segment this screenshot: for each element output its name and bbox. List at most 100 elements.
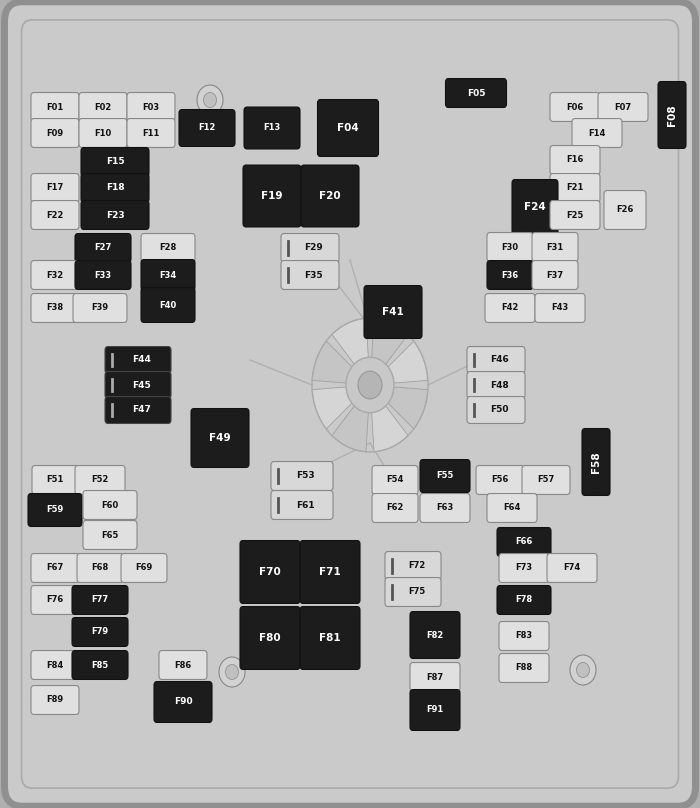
FancyBboxPatch shape [159, 650, 207, 680]
Text: F42: F42 [501, 304, 519, 313]
FancyBboxPatch shape [318, 99, 379, 157]
Text: F05: F05 [467, 89, 485, 98]
FancyBboxPatch shape [127, 119, 175, 148]
Text: F64: F64 [503, 503, 521, 512]
FancyBboxPatch shape [598, 93, 648, 121]
Wedge shape [332, 406, 368, 452]
FancyBboxPatch shape [243, 165, 301, 227]
Text: F35: F35 [304, 271, 323, 280]
Text: F74: F74 [564, 563, 580, 573]
Text: F57: F57 [538, 475, 554, 485]
FancyBboxPatch shape [487, 494, 537, 523]
Text: F75: F75 [408, 587, 425, 596]
Text: F41: F41 [382, 307, 404, 317]
FancyBboxPatch shape [385, 552, 441, 580]
FancyBboxPatch shape [75, 465, 125, 494]
Text: F53: F53 [296, 472, 315, 481]
Text: F47: F47 [132, 406, 151, 415]
Text: F16: F16 [566, 155, 584, 165]
FancyBboxPatch shape [550, 174, 600, 203]
Circle shape [570, 655, 596, 685]
FancyBboxPatch shape [77, 553, 123, 583]
FancyBboxPatch shape [73, 293, 127, 322]
Text: F85: F85 [92, 660, 108, 670]
Text: F66: F66 [515, 537, 533, 546]
FancyBboxPatch shape [485, 293, 535, 322]
Circle shape [358, 371, 382, 399]
FancyBboxPatch shape [582, 428, 610, 495]
FancyBboxPatch shape [75, 234, 131, 263]
FancyBboxPatch shape [281, 260, 339, 289]
FancyBboxPatch shape [497, 586, 551, 614]
Text: F06: F06 [566, 103, 584, 112]
FancyBboxPatch shape [31, 93, 79, 121]
Text: F18: F18 [106, 183, 125, 192]
FancyBboxPatch shape [72, 617, 128, 646]
FancyBboxPatch shape [487, 233, 533, 262]
Text: F70: F70 [259, 567, 281, 577]
Text: F71: F71 [319, 567, 341, 577]
FancyBboxPatch shape [420, 460, 470, 492]
FancyBboxPatch shape [522, 465, 570, 494]
FancyBboxPatch shape [550, 145, 600, 175]
FancyBboxPatch shape [487, 260, 533, 289]
Text: F61: F61 [296, 500, 315, 510]
FancyBboxPatch shape [445, 78, 507, 107]
FancyBboxPatch shape [28, 494, 82, 527]
FancyBboxPatch shape [281, 234, 339, 263]
FancyBboxPatch shape [83, 490, 137, 520]
Text: F78: F78 [515, 595, 533, 604]
Text: F63: F63 [436, 503, 454, 512]
FancyBboxPatch shape [300, 607, 360, 670]
Text: F76: F76 [46, 595, 64, 604]
Text: F88: F88 [515, 663, 533, 672]
FancyBboxPatch shape [31, 260, 79, 289]
FancyBboxPatch shape [141, 259, 195, 290]
Text: F10: F10 [94, 128, 111, 137]
FancyBboxPatch shape [79, 119, 127, 148]
FancyBboxPatch shape [32, 465, 78, 494]
Circle shape [219, 657, 245, 687]
FancyBboxPatch shape [300, 541, 360, 604]
Text: F56: F56 [491, 475, 509, 485]
FancyBboxPatch shape [271, 490, 333, 520]
Wedge shape [312, 341, 352, 383]
FancyBboxPatch shape [550, 93, 600, 121]
Circle shape [197, 85, 223, 115]
Text: F03: F03 [142, 103, 160, 112]
Text: F21: F21 [566, 183, 584, 192]
Text: F25: F25 [566, 211, 584, 220]
Wedge shape [372, 318, 408, 364]
Text: F36: F36 [501, 271, 519, 280]
FancyBboxPatch shape [81, 174, 149, 203]
FancyBboxPatch shape [154, 681, 212, 722]
Text: F22: F22 [46, 211, 64, 220]
Text: F48: F48 [490, 381, 509, 389]
Text: F59: F59 [46, 506, 64, 515]
FancyBboxPatch shape [532, 233, 578, 262]
FancyBboxPatch shape [105, 372, 171, 398]
FancyBboxPatch shape [240, 607, 300, 670]
Text: F52: F52 [91, 475, 108, 485]
Text: F54: F54 [386, 475, 404, 485]
Wedge shape [312, 387, 352, 429]
Text: F79: F79 [92, 628, 108, 637]
Text: F87: F87 [426, 672, 444, 681]
Text: F81: F81 [319, 633, 341, 643]
Wedge shape [332, 318, 368, 364]
FancyBboxPatch shape [141, 288, 195, 322]
FancyBboxPatch shape [4, 2, 696, 806]
FancyBboxPatch shape [532, 260, 578, 289]
FancyBboxPatch shape [547, 553, 597, 583]
Text: F55: F55 [436, 472, 454, 481]
Circle shape [346, 357, 394, 413]
Wedge shape [388, 341, 428, 383]
Text: F20: F20 [319, 191, 341, 201]
Text: F33: F33 [94, 271, 111, 280]
FancyBboxPatch shape [31, 586, 79, 614]
Text: F19: F19 [261, 191, 283, 201]
FancyBboxPatch shape [81, 148, 149, 176]
Text: F50: F50 [490, 406, 509, 415]
Text: F11: F11 [142, 128, 160, 137]
Text: F62: F62 [386, 503, 404, 512]
